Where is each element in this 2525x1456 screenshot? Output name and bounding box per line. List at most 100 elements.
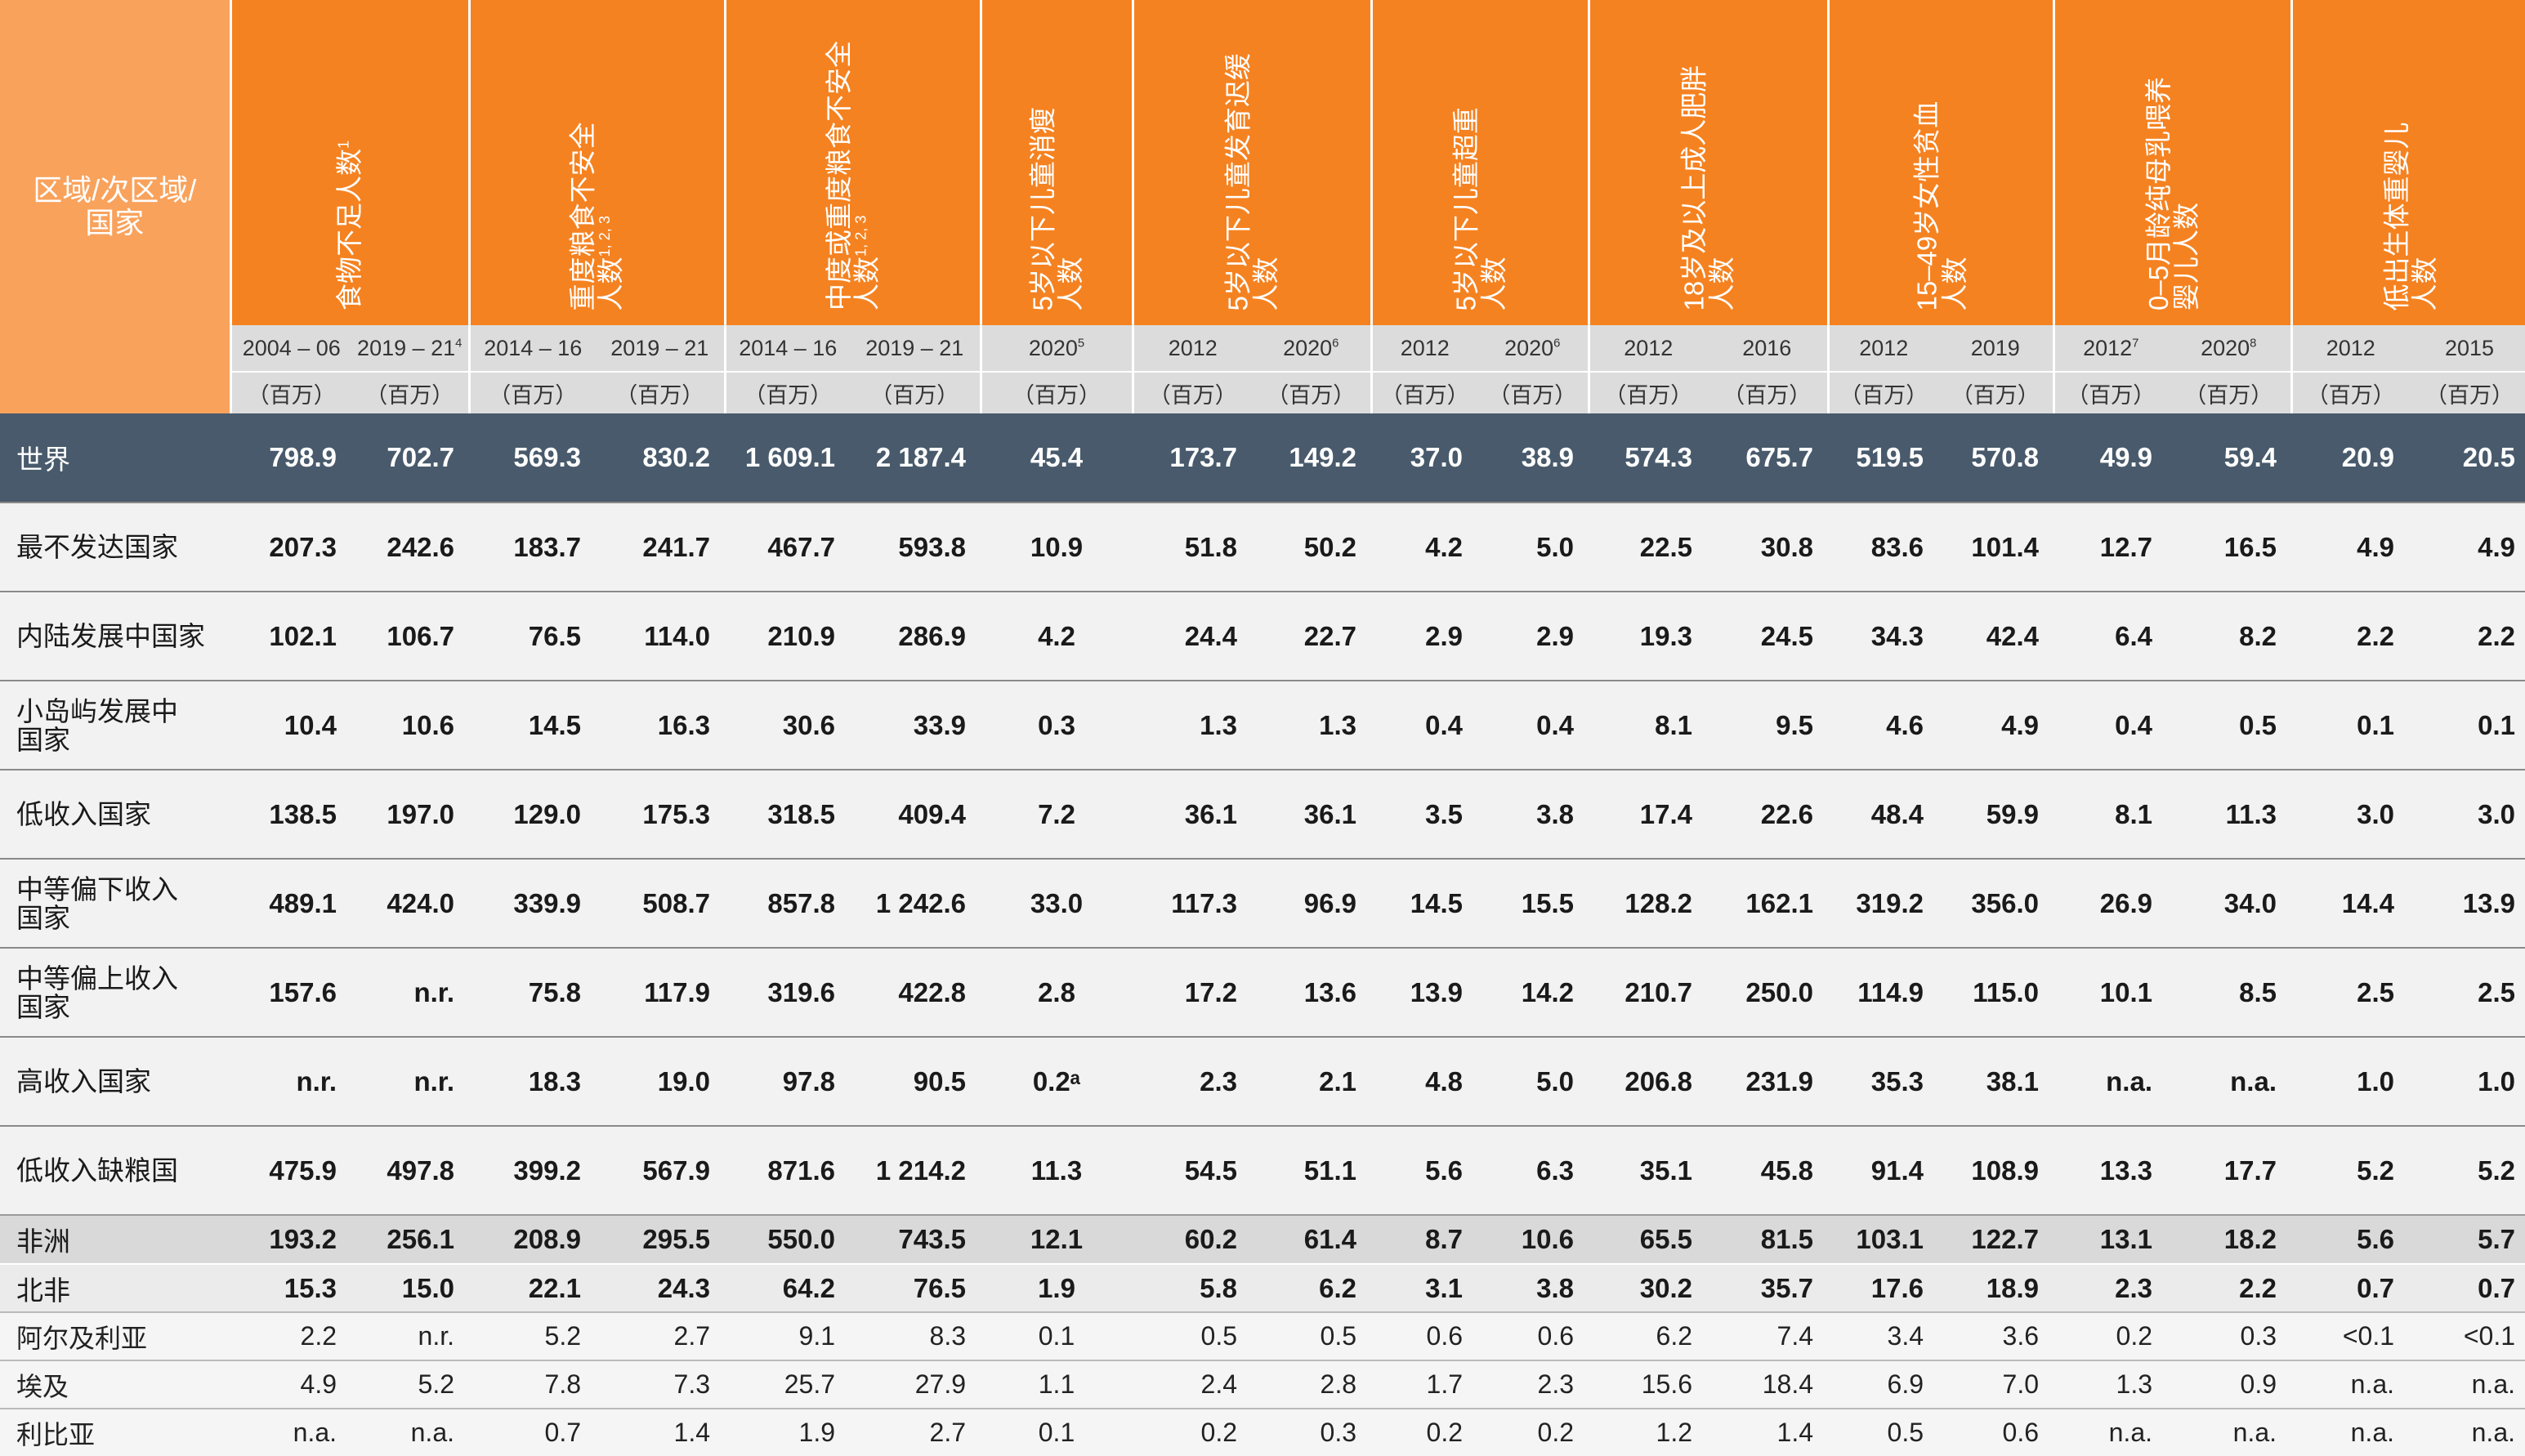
- value-cell: 0.1: [981, 1408, 1133, 1456]
- unit-header: （百万）: [1587, 371, 1707, 413]
- year-label: 2020: [2201, 335, 2250, 360]
- value-cell: 22.5: [1589, 502, 1707, 592]
- value-cell: 0.1: [2409, 680, 2525, 770]
- value-cell: 117.3: [1133, 858, 1252, 948]
- year-header: 2019 – 214: [351, 325, 469, 372]
- value-cell: 3.8: [1477, 1263, 1589, 1312]
- value-cell: 38.1: [1938, 1036, 2054, 1126]
- year-header: 2019 – 21: [596, 325, 725, 372]
- year-label: 2014 – 16: [739, 335, 838, 360]
- indicator-header-label: 15–49岁女性贫血 人数: [1911, 100, 1969, 310]
- value-cell: 208.9: [469, 1214, 596, 1264]
- value-cell: 475.9: [230, 1125, 351, 1215]
- value-cell: 409.4: [850, 769, 981, 859]
- value-cell: 49.9: [2054, 413, 2167, 502]
- value-cell: 356.0: [1938, 858, 2054, 948]
- indicator-header-line: 5岁以下儿童发育迟缓: [1222, 52, 1253, 310]
- value-cell: 65.5: [1589, 1214, 1707, 1264]
- value-cell: n.r.: [351, 947, 469, 1037]
- value-cell: 162.1: [1707, 858, 1828, 948]
- indicator-header-line: 人数: [595, 257, 626, 310]
- year-header: 2012: [1587, 325, 1707, 372]
- value-cell: 1.0: [2409, 1036, 2525, 1126]
- value-cell: 0.5: [1252, 1311, 1371, 1360]
- year-label: 2015: [2444, 335, 2495, 360]
- value-cell: 830.2: [596, 413, 725, 502]
- value-cell: 857.8: [725, 858, 850, 948]
- value-cell: 59.9: [1938, 769, 2054, 859]
- value-cell: 42.4: [1938, 591, 2054, 681]
- value-cell: 10.4: [230, 680, 351, 770]
- value-cell: 91.4: [1828, 1125, 1938, 1215]
- value-cell: 5.2: [469, 1311, 596, 1360]
- value-cell: 319.2: [1828, 858, 1938, 948]
- value-cell: 519.5: [1828, 413, 1938, 502]
- value-cell: 37.0: [1371, 413, 1477, 502]
- value-cell: 129.0: [469, 769, 596, 859]
- indicator-header-label-rotator: 5岁以下儿童消瘦 人数: [1027, 107, 1085, 310]
- value-cell: 24.4: [1133, 591, 1252, 681]
- value-cell: 0.2ᵃ: [981, 1036, 1133, 1126]
- value-cell: 0.7: [2409, 1263, 2525, 1312]
- value-cell: 175.3: [596, 769, 725, 859]
- value-cell: 2 187.4: [850, 413, 981, 502]
- year-footnote-marker: 6: [1332, 337, 1339, 351]
- value-cell: 295.5: [596, 1214, 725, 1264]
- value-cell: 4.9: [2409, 502, 2525, 592]
- value-cell: 15.6: [1589, 1360, 1707, 1409]
- value-cell: 0.9: [2167, 1360, 2291, 1409]
- value-cell: 18.2: [2167, 1214, 2291, 1264]
- table-row-group: 最不发达国家 207.3 242.6 183.7 241.7 467.7 593.8 10.9…: [0, 502, 2525, 592]
- year-footnote-marker: 5: [1077, 337, 1085, 351]
- value-cell: 798.9: [230, 413, 351, 502]
- row-name: 小岛屿发展中 国家: [0, 680, 230, 770]
- indicator-header-line: 人数: [851, 257, 882, 310]
- unit-header: （百万）: [2290, 371, 2409, 413]
- year-header: 20208: [2167, 325, 2291, 372]
- header-row-units: （百万） （百万） （百万） （百万） （百万） （百万） （百万） （百万） （百万） （百万）…: [0, 371, 2525, 413]
- value-cell: 8.7: [1371, 1214, 1477, 1264]
- value-cell: 3.6: [1938, 1311, 2054, 1360]
- year-footnote-marker: 4: [455, 337, 463, 351]
- year-label: 2020: [1283, 335, 1333, 360]
- value-cell: 2.9: [1477, 591, 1589, 681]
- value-cell: 30.8: [1707, 502, 1828, 592]
- value-cell: 0.2: [2054, 1311, 2167, 1360]
- year-label: 2012: [1400, 335, 1450, 360]
- value-cell: 34.3: [1828, 591, 1938, 681]
- value-cell: 871.6: [725, 1125, 850, 1215]
- value-cell: 5.2: [2409, 1125, 2525, 1215]
- value-cell: 27.9: [850, 1360, 981, 1409]
- value-cell: 59.4: [2167, 413, 2291, 502]
- value-cell: 4.8: [1371, 1036, 1477, 1126]
- value-cell: 12.1: [981, 1214, 1133, 1264]
- value-cell: 508.7: [596, 858, 725, 948]
- value-cell: 3.5: [1371, 769, 1477, 859]
- value-cell: n.a.: [2054, 1036, 2167, 1126]
- value-cell: 5.2: [351, 1360, 469, 1409]
- value-cell: 2.5: [2291, 947, 2409, 1037]
- value-cell: 24.3: [596, 1263, 725, 1312]
- value-cell: 18.3: [469, 1036, 596, 1126]
- value-cell: 2.1: [1252, 1036, 1371, 1126]
- value-cell: 2.2: [2409, 591, 2525, 681]
- value-cell: 570.8: [1938, 413, 2054, 502]
- value-cell: 22.6: [1707, 769, 1828, 859]
- value-cell: 6.9: [1828, 1360, 1938, 1409]
- value-cell: 0.6: [1477, 1311, 1589, 1360]
- value-cell: 13.1: [2054, 1214, 2167, 1264]
- value-cell: 0.4: [1371, 680, 1477, 770]
- year-header: 2019: [1938, 325, 2054, 372]
- value-cell: 2.7: [850, 1408, 981, 1456]
- value-cell: 5.0: [1477, 502, 1589, 592]
- value-cell: n.a.: [2409, 1408, 2525, 1456]
- row-name: 低收入国家: [0, 769, 230, 859]
- value-cell: 30.2: [1589, 1263, 1707, 1312]
- value-cell: 10.1: [2054, 947, 2167, 1037]
- value-cell: 13.3: [2054, 1125, 2167, 1215]
- value-cell: 0.4: [1477, 680, 1589, 770]
- value-cell: <0.1: [2409, 1311, 2525, 1360]
- indicator-header: 0–5月龄纯母乳喂养 婴儿人数: [2052, 0, 2291, 325]
- value-cell: 5.6: [1371, 1125, 1477, 1215]
- value-cell: 18.9: [1938, 1263, 2054, 1312]
